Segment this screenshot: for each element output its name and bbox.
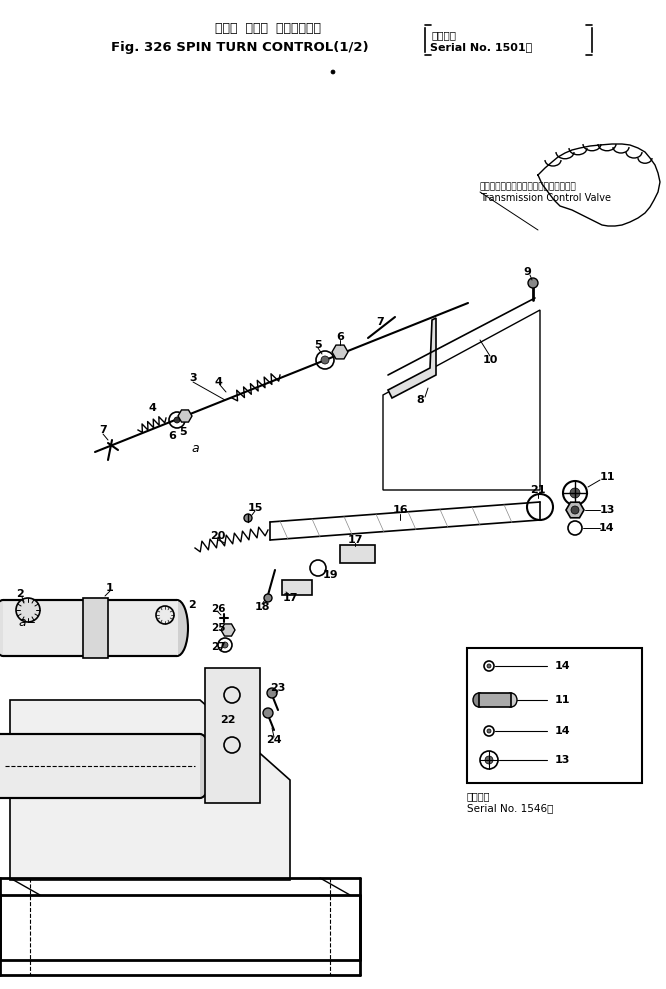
Circle shape xyxy=(487,664,491,668)
Text: Serial No. 1501～: Serial No. 1501～ xyxy=(430,42,532,52)
Circle shape xyxy=(485,756,493,764)
Polygon shape xyxy=(178,409,192,422)
Polygon shape xyxy=(10,700,290,880)
Text: 8: 8 xyxy=(416,395,424,405)
Text: 7: 7 xyxy=(99,425,107,435)
Text: 24: 24 xyxy=(266,735,282,745)
Bar xyxy=(0,734,200,798)
Polygon shape xyxy=(388,318,436,398)
Ellipse shape xyxy=(166,600,188,656)
Text: 18: 18 xyxy=(254,602,270,612)
Text: 22: 22 xyxy=(220,715,236,725)
Text: 23: 23 xyxy=(270,683,286,693)
Text: 6: 6 xyxy=(336,332,344,342)
Text: Transmission Control Valve: Transmission Control Valve xyxy=(480,193,611,203)
Text: 27: 27 xyxy=(210,642,225,652)
Circle shape xyxy=(528,278,538,288)
Circle shape xyxy=(571,506,579,514)
Polygon shape xyxy=(221,624,235,636)
Text: 1: 1 xyxy=(106,583,114,593)
Text: スピン  ターン  コントロール: スピン ターン コントロール xyxy=(215,22,321,35)
Text: 21: 21 xyxy=(530,485,545,495)
Text: 19: 19 xyxy=(322,570,338,580)
Circle shape xyxy=(487,729,491,733)
Text: 5: 5 xyxy=(179,427,186,437)
Circle shape xyxy=(263,708,273,718)
Text: 9: 9 xyxy=(523,267,531,277)
Polygon shape xyxy=(566,502,584,518)
Bar xyxy=(467,648,642,783)
Text: a: a xyxy=(191,441,199,455)
Ellipse shape xyxy=(473,693,485,707)
Circle shape xyxy=(267,688,277,698)
Circle shape xyxy=(321,356,329,364)
Text: 2: 2 xyxy=(16,589,24,599)
Circle shape xyxy=(16,598,40,622)
Text: 3: 3 xyxy=(189,373,197,383)
Text: a: a xyxy=(18,615,26,628)
Circle shape xyxy=(222,642,228,648)
Text: Fig. 326 SPIN TURN CONTROL(1/2): Fig. 326 SPIN TURN CONTROL(1/2) xyxy=(111,41,369,53)
Text: 10: 10 xyxy=(482,355,498,365)
Text: 5: 5 xyxy=(314,340,322,350)
Bar xyxy=(3,600,178,656)
Ellipse shape xyxy=(0,734,12,798)
Circle shape xyxy=(244,514,252,522)
Text: 20: 20 xyxy=(210,531,226,541)
Text: 7: 7 xyxy=(376,317,384,327)
Text: 4: 4 xyxy=(214,377,222,387)
Text: 13: 13 xyxy=(554,755,569,765)
Bar xyxy=(282,580,312,595)
Text: 17: 17 xyxy=(347,535,363,545)
Text: 25: 25 xyxy=(210,623,225,633)
Polygon shape xyxy=(332,345,348,359)
Circle shape xyxy=(331,70,335,74)
Text: 11: 11 xyxy=(554,695,569,705)
Text: Serial No. 1546～: Serial No. 1546～ xyxy=(467,803,553,813)
Text: 適用号機: 適用号機 xyxy=(432,30,457,40)
Bar xyxy=(479,693,511,707)
Text: 26: 26 xyxy=(210,604,225,614)
Bar xyxy=(340,545,375,563)
Circle shape xyxy=(174,417,180,423)
Text: 適用号機: 適用号機 xyxy=(467,791,490,801)
Text: 17: 17 xyxy=(282,593,298,603)
Bar xyxy=(205,668,260,803)
Text: 13: 13 xyxy=(599,505,615,515)
Text: 4: 4 xyxy=(148,403,156,413)
Ellipse shape xyxy=(505,693,517,707)
Text: トランスミッションコントロールバルブ: トランスミッションコントロールバルブ xyxy=(480,183,577,192)
Text: 14: 14 xyxy=(554,726,570,736)
Text: 14: 14 xyxy=(554,661,570,671)
Text: 16: 16 xyxy=(392,505,408,515)
Circle shape xyxy=(264,594,272,602)
Text: 14: 14 xyxy=(599,523,615,533)
Ellipse shape xyxy=(188,734,212,798)
Text: 6: 6 xyxy=(168,431,176,441)
Bar xyxy=(83,598,108,658)
Circle shape xyxy=(570,488,580,498)
Ellipse shape xyxy=(0,600,14,656)
Text: 2: 2 xyxy=(188,600,196,610)
Text: 11: 11 xyxy=(599,472,615,482)
Text: 15: 15 xyxy=(247,503,262,513)
